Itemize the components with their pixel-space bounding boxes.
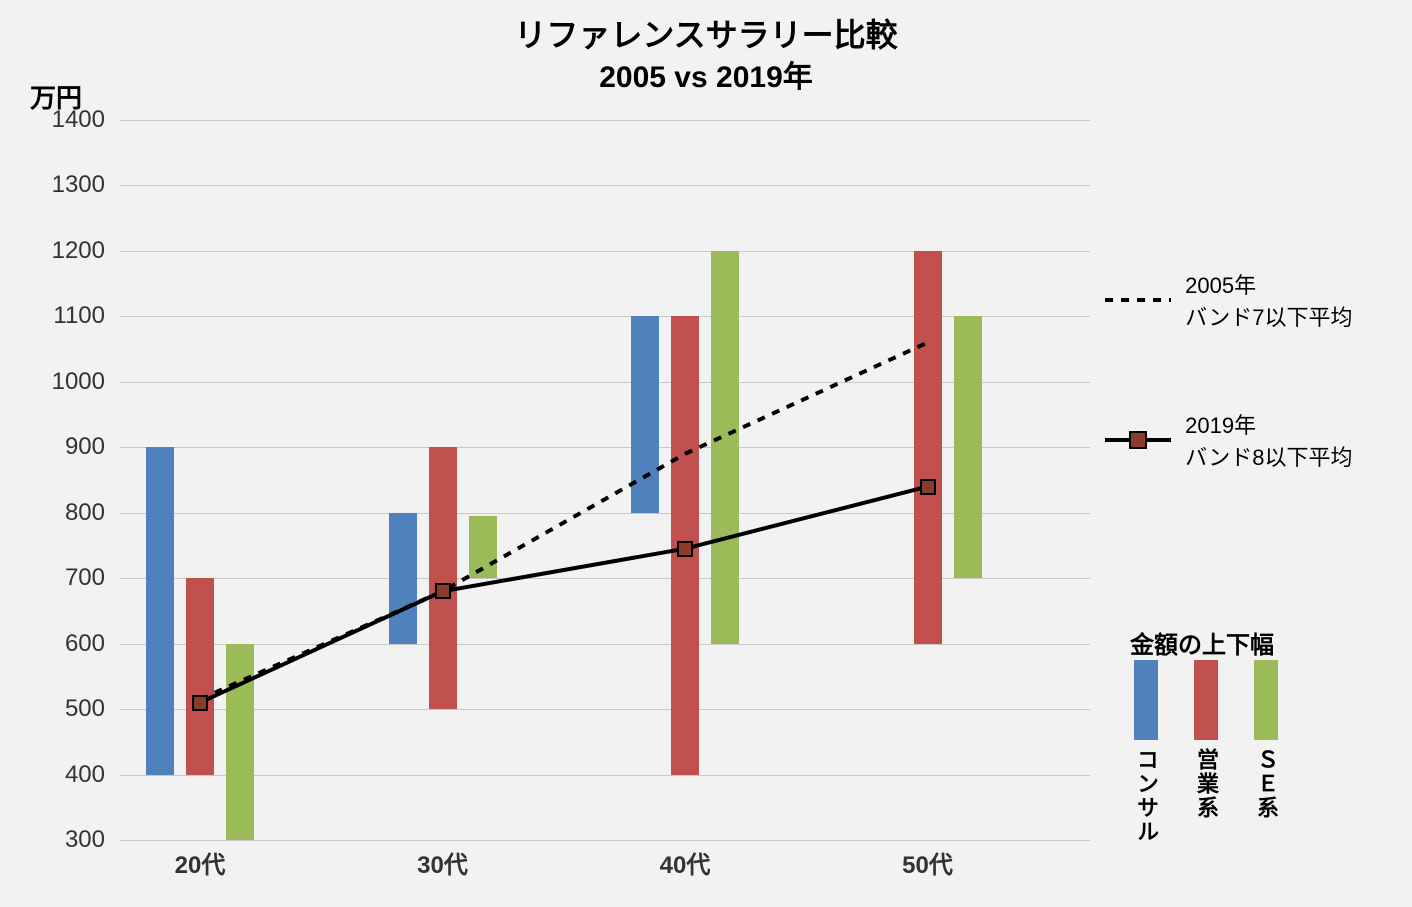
line-2019年 (120, 120, 1090, 840)
marker-2019年 (435, 583, 451, 599)
dash-line-icon (1105, 293, 1171, 307)
gridline (120, 447, 1090, 448)
y-tick-label: 700 (65, 564, 105, 592)
range-bar-営業系 (914, 251, 942, 644)
gridline (120, 775, 1090, 776)
gridline (120, 578, 1090, 579)
marker-2019年 (677, 541, 693, 557)
y-tick-label: 500 (65, 695, 105, 723)
legend-range-consult: コンサル (1130, 660, 1162, 844)
legend-range-swatches: コンサル 営業系 ＳＥ系 (1130, 660, 1282, 844)
marker-2019年 (192, 695, 208, 711)
range-bar-コンサル (631, 316, 659, 512)
legend-range-se: ＳＥ系 (1250, 660, 1282, 844)
gridline (120, 382, 1090, 383)
gridline (120, 513, 1090, 514)
range-bar-SE系 (954, 316, 982, 578)
gridline (120, 120, 1090, 121)
marker-2019年 (920, 479, 936, 495)
solid-line-marker-icon (1105, 431, 1171, 449)
legend-2005: 2005年 バンド7以下平均 (1105, 268, 1352, 332)
gridline (120, 840, 1090, 841)
range-bar-SE系 (469, 516, 497, 578)
y-tick-label: 1200 (52, 237, 105, 265)
range-bar-SE系 (226, 644, 254, 840)
swatch-se (1254, 660, 1278, 740)
range-bar-営業系 (429, 447, 457, 709)
range-bar-コンサル (146, 447, 174, 774)
legend-range-sales: 営業系 (1190, 660, 1222, 844)
swatch-label-sales: 営業系 (1190, 748, 1222, 820)
range-bar-SE系 (711, 251, 739, 644)
gridline (120, 251, 1090, 252)
y-tick-label: 1400 (52, 106, 105, 134)
range-bar-営業系 (186, 578, 214, 774)
x-tick-label: 30代 (417, 845, 468, 880)
chart-title: リファレンスサラリー比較 (0, 10, 1412, 56)
x-tick-label: 40代 (660, 845, 711, 880)
y-tick-label: 1100 (53, 302, 105, 330)
legend-2019-line1: 2019年 (1185, 413, 1256, 438)
x-tick-label: 20代 (175, 845, 226, 880)
y-tick-label: 1300 (52, 171, 105, 199)
swatch-label-se: ＳＥ系 (1250, 748, 1282, 820)
line-2005年 (120, 120, 1090, 840)
plot-area: 3004005006007008009001000110012001300140… (120, 120, 1090, 840)
gridline (120, 709, 1090, 710)
y-tick-label: 600 (65, 630, 105, 658)
legend-2019-line2: バンド8以下平均 (1185, 445, 1352, 470)
y-tick-label: 300 (65, 826, 105, 854)
swatch-sales (1194, 660, 1218, 740)
y-tick-label: 800 (65, 499, 105, 527)
swatch-consult (1134, 660, 1158, 740)
y-tick-label: 400 (65, 761, 105, 789)
gridline (120, 644, 1090, 645)
swatch-label-consult: コンサル (1130, 748, 1162, 844)
y-tick-label: 900 (65, 433, 105, 461)
legend-range-title: 金額の上下幅 (1130, 625, 1274, 660)
y-tick-label: 1000 (52, 368, 105, 396)
chart-subtitle: 2005 vs 2019年 (0, 52, 1412, 96)
x-tick-label: 50代 (902, 845, 953, 880)
gridline (120, 316, 1090, 317)
range-bar-コンサル (389, 513, 417, 644)
salary-chart: リファレンスサラリー比較 2005 vs 2019年 万円 3004005006… (0, 0, 1412, 907)
gridline (120, 185, 1090, 186)
legend-2019: 2019年 バンド8以下平均 (1105, 408, 1352, 472)
legend-2005-line1: 2005年 (1185, 273, 1256, 298)
legend-2005-line2: バンド7以下平均 (1185, 305, 1352, 330)
